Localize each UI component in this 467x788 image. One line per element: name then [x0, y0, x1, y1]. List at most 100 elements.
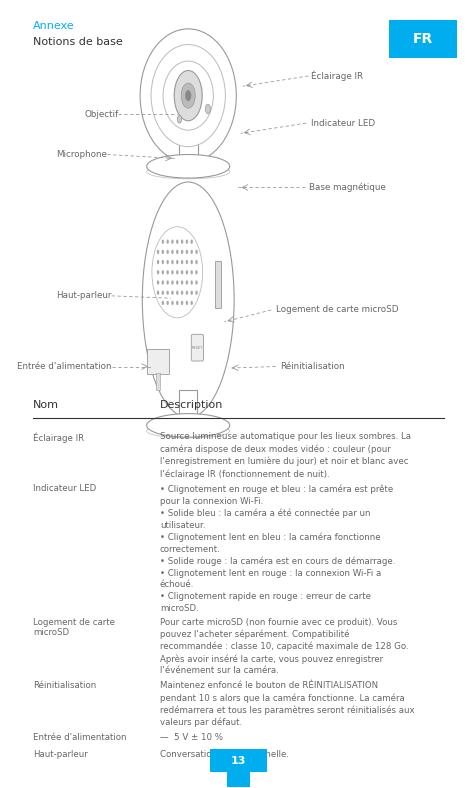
- Text: Indicateur LED: Indicateur LED: [33, 485, 96, 493]
- Text: Annexe: Annexe: [33, 21, 75, 31]
- Circle shape: [162, 250, 164, 254]
- Circle shape: [171, 260, 174, 264]
- Circle shape: [185, 90, 191, 101]
- Circle shape: [157, 260, 159, 264]
- Circle shape: [181, 281, 184, 284]
- Ellipse shape: [163, 61, 213, 130]
- Circle shape: [162, 270, 164, 274]
- FancyBboxPatch shape: [179, 390, 197, 422]
- Circle shape: [157, 270, 159, 274]
- Circle shape: [162, 260, 164, 264]
- Circle shape: [195, 260, 198, 264]
- Circle shape: [205, 104, 211, 113]
- Circle shape: [186, 270, 188, 274]
- Text: Entrée d'alimentation: Entrée d'alimentation: [17, 362, 112, 371]
- FancyBboxPatch shape: [389, 20, 457, 58]
- Circle shape: [171, 281, 174, 284]
- Ellipse shape: [142, 182, 234, 418]
- Circle shape: [191, 240, 193, 243]
- Text: Logement de carte microSD: Logement de carte microSD: [276, 306, 398, 314]
- Text: Source lumineuse automatique pour les lieux sombres. La
caméra dispose de deux m: Source lumineuse automatique pour les li…: [160, 433, 411, 478]
- Text: • Clignotement en rouge et bleu : la caméra est prête
pour la connexion Wi-Fi.
•: • Clignotement en rouge et bleu : la cam…: [160, 485, 395, 612]
- FancyBboxPatch shape: [227, 772, 250, 786]
- Circle shape: [171, 291, 174, 295]
- Circle shape: [186, 291, 188, 295]
- Circle shape: [191, 301, 193, 305]
- FancyBboxPatch shape: [191, 334, 204, 361]
- Text: Microphone: Microphone: [57, 150, 107, 159]
- Circle shape: [152, 227, 203, 318]
- Circle shape: [186, 301, 188, 305]
- Circle shape: [162, 240, 164, 243]
- Text: Maintenez enfoncé le bouton de RÉINITIALISATION
pendant 10 s alors que la caméra: Maintenez enfoncé le bouton de RÉINITIAL…: [160, 682, 414, 727]
- Circle shape: [176, 291, 178, 295]
- Circle shape: [166, 291, 169, 295]
- Text: Indicateur LED: Indicateur LED: [311, 119, 375, 128]
- Circle shape: [171, 250, 174, 254]
- Ellipse shape: [147, 424, 230, 438]
- Circle shape: [162, 281, 164, 284]
- Circle shape: [195, 281, 198, 284]
- Circle shape: [181, 301, 184, 305]
- Text: RESET: RESET: [192, 346, 203, 350]
- Text: Réinitialisation: Réinitialisation: [33, 682, 96, 690]
- Text: Logement de carte
microSD: Logement de carte microSD: [33, 618, 115, 637]
- Circle shape: [162, 301, 164, 305]
- Circle shape: [157, 291, 159, 295]
- Circle shape: [186, 260, 188, 264]
- Text: Réinitialisation: Réinitialisation: [280, 362, 345, 371]
- Text: 13: 13: [231, 756, 246, 766]
- Ellipse shape: [147, 414, 230, 437]
- Ellipse shape: [147, 165, 230, 179]
- Text: FR: FR: [413, 32, 433, 46]
- Text: Entrée d'alimentation: Entrée d'alimentation: [33, 734, 127, 742]
- Circle shape: [174, 70, 202, 121]
- Circle shape: [181, 240, 184, 243]
- Circle shape: [186, 281, 188, 284]
- Circle shape: [181, 250, 184, 254]
- Circle shape: [166, 270, 169, 274]
- Circle shape: [186, 250, 188, 254]
- FancyBboxPatch shape: [147, 349, 169, 374]
- Circle shape: [166, 301, 169, 305]
- FancyBboxPatch shape: [178, 128, 198, 158]
- Circle shape: [195, 291, 198, 295]
- Circle shape: [157, 281, 159, 284]
- Circle shape: [171, 240, 174, 243]
- Ellipse shape: [147, 154, 230, 178]
- Circle shape: [191, 250, 193, 254]
- Circle shape: [162, 291, 164, 295]
- Text: Base magnétique: Base magnétique: [309, 183, 386, 192]
- Ellipse shape: [151, 45, 226, 147]
- Circle shape: [191, 291, 193, 295]
- FancyBboxPatch shape: [215, 261, 221, 307]
- Circle shape: [166, 260, 169, 264]
- Circle shape: [157, 250, 159, 254]
- Circle shape: [191, 270, 193, 274]
- Text: Nom: Nom: [33, 400, 59, 411]
- Circle shape: [186, 240, 188, 243]
- Text: Description: Description: [160, 400, 223, 411]
- Circle shape: [181, 270, 184, 274]
- Circle shape: [177, 115, 182, 123]
- Text: Objectif: Objectif: [84, 110, 118, 119]
- Circle shape: [166, 250, 169, 254]
- Circle shape: [191, 281, 193, 284]
- Text: Haut-parleur: Haut-parleur: [56, 292, 112, 300]
- Circle shape: [166, 281, 169, 284]
- Text: Éclairage IR: Éclairage IR: [311, 71, 363, 81]
- Ellipse shape: [140, 29, 236, 162]
- Circle shape: [181, 291, 184, 295]
- Circle shape: [181, 83, 195, 108]
- Circle shape: [166, 240, 169, 243]
- Circle shape: [171, 270, 174, 274]
- Text: Haut-parleur: Haut-parleur: [33, 750, 88, 760]
- FancyBboxPatch shape: [210, 749, 267, 772]
- FancyBboxPatch shape: [156, 373, 160, 390]
- Text: —  5 V ± 10 %: — 5 V ± 10 %: [160, 734, 223, 742]
- Circle shape: [181, 260, 184, 264]
- Text: Pour carte microSD (non fournie avec ce produit). Vous
pouvez l'acheter séparéme: Pour carte microSD (non fournie avec ce …: [160, 618, 409, 675]
- Circle shape: [176, 250, 178, 254]
- Circle shape: [176, 281, 178, 284]
- Circle shape: [176, 260, 178, 264]
